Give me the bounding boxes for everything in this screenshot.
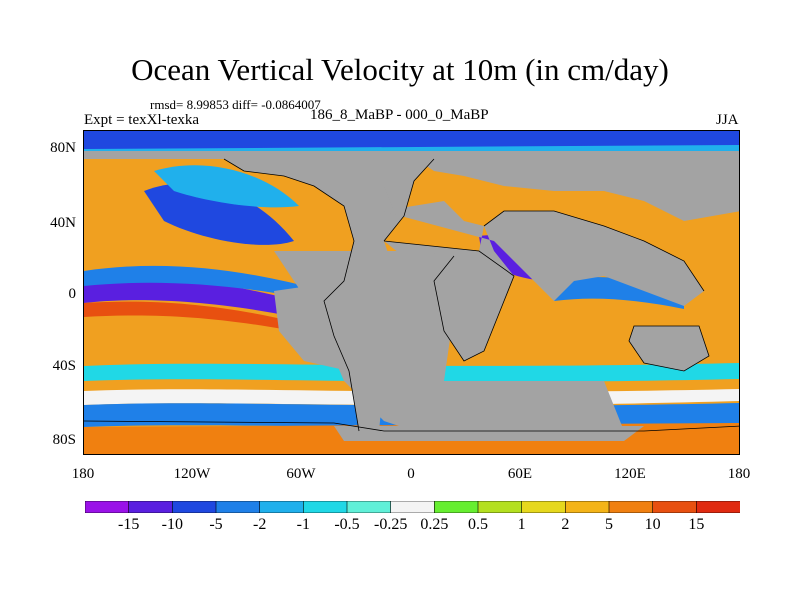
y-tick-label: 40S	[52, 358, 76, 374]
field-band	[154, 165, 299, 208]
field-band	[144, 183, 294, 245]
colorbar-swatch	[696, 501, 740, 513]
y-tick-label: 80N	[50, 140, 76, 156]
coastline	[84, 420, 739, 432]
colorbar-label: 5	[605, 516, 613, 533]
colorbar-label: -2	[252, 516, 267, 533]
stats-line: rmsd= 8.99853 diff= -0.0864007	[150, 97, 321, 112]
field-band	[84, 265, 329, 303]
colorbar-label: 0.5	[468, 516, 488, 533]
colorbar-swatch	[85, 501, 130, 513]
colorbar-label: 2	[561, 516, 570, 533]
field-band	[84, 276, 334, 326]
colorbar-label: 10	[644, 516, 661, 533]
colorbar-swatch	[434, 501, 479, 513]
x-tick-label: 120W	[173, 466, 211, 482]
colorbar-swatch	[215, 501, 261, 513]
land-asia	[404, 151, 739, 221]
land-gondwana	[274, 251, 624, 431]
x-tick-label: 60E	[507, 466, 533, 482]
land-africa	[384, 241, 479, 361]
colorbar-label: 15	[688, 516, 705, 533]
coastline	[628, 325, 710, 372]
land-antarctica	[334, 426, 644, 441]
colorbar-swatch	[346, 501, 392, 513]
colorbar-swatch	[303, 501, 348, 513]
x-tick-label: 180	[727, 466, 751, 482]
colorbar-label: -5	[209, 516, 223, 533]
colorbar-label: -15	[117, 516, 140, 533]
map-panel	[83, 130, 740, 455]
colorbar-label: -10	[161, 516, 183, 533]
colorbar-swatch	[172, 501, 217, 513]
x-tick-label: 180	[71, 466, 95, 482]
colorbar-swatch	[521, 501, 567, 513]
colorbar-swatch	[608, 501, 654, 513]
field-band	[84, 301, 324, 337]
colorbar-swatch	[477, 501, 523, 513]
land-australia	[629, 326, 709, 371]
coastline	[383, 240, 515, 362]
colorbar-swatch	[652, 501, 698, 513]
colorbar-label: -0.25	[373, 516, 408, 533]
coastline	[383, 158, 435, 242]
colorbar-swatch	[128, 501, 174, 513]
coastline	[483, 210, 705, 292]
experiment-pair-label: 186_8_MaBP - 000_0_MaBP	[310, 107, 489, 123]
x-tick-label: 120E	[614, 466, 646, 482]
colorbar-label: -0.5	[334, 516, 360, 533]
map-field	[84, 131, 739, 454]
colorbar-swatch	[259, 501, 305, 513]
colorbar-label: -1	[296, 516, 310, 533]
x-tick-label: 60W	[286, 466, 316, 482]
y-tick-label: 40N	[50, 215, 76, 231]
colorbar	[85, 501, 740, 513]
coastline	[223, 158, 360, 432]
field-band	[554, 276, 684, 309]
colorbar-swatch	[390, 501, 436, 513]
y-tick-label: 80S	[52, 432, 76, 448]
experiment-label: Expt = texXl-texka	[84, 112, 200, 128]
y-tick-label: 0	[68, 286, 77, 302]
chart-title: Ocean Vertical Velocity at 10m (in cm/da…	[131, 52, 669, 87]
colorbar-label: 0.25	[420, 516, 449, 533]
land-eurasia-africa	[382, 201, 704, 361]
season-label: JJA	[716, 112, 739, 128]
land-north-america	[314, 186, 394, 241]
x-tick-label: 0	[407, 466, 415, 482]
colorbar-label: 1	[517, 516, 526, 533]
field-band	[84, 131, 739, 149]
colorbar-swatch	[565, 501, 610, 513]
